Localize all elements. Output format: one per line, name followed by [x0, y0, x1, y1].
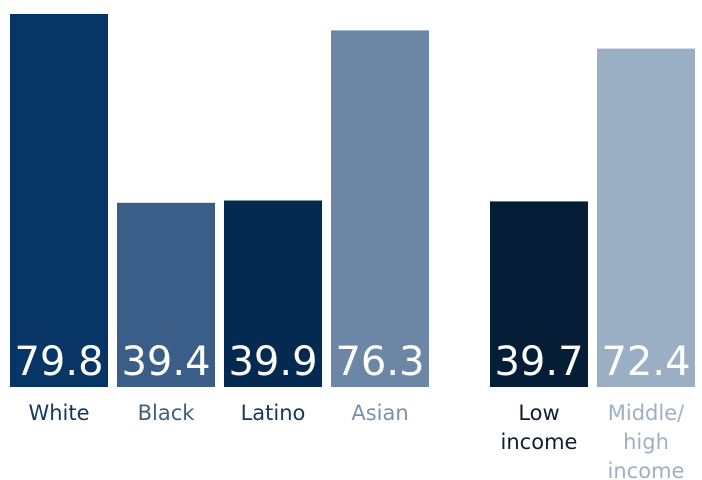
value-label-0: 79.8 [14, 339, 103, 385]
bar-3 [331, 30, 429, 388]
category-label-5: Middle/high income [608, 401, 686, 480]
category-label-4: Low income [501, 401, 578, 454]
bar-0 [10, 14, 108, 387]
category-label-line: income [608, 459, 685, 480]
value-label-1: 39.4 [121, 339, 210, 385]
category-label-line: Latino [241, 401, 306, 425]
category-label-1: Black [138, 401, 196, 425]
bar-5 [597, 48, 695, 387]
category-label-line: income [501, 430, 578, 454]
category-label-2: Latino [241, 401, 306, 425]
bar-1 [117, 202, 215, 387]
category-label-line: White [28, 401, 89, 425]
category-label-line: Low [518, 401, 559, 425]
category-label-line: Black [138, 401, 196, 425]
value-labels-group: 79.8 39.4 39.9 76.3 39.7 72.4 [14, 339, 690, 385]
bars-group [10, 14, 695, 388]
value-label-2: 39.9 [228, 339, 317, 385]
value-label-3: 76.3 [335, 339, 424, 385]
category-label-line: Middle/ [608, 401, 685, 425]
value-label-4: 39.7 [494, 339, 583, 385]
category-label-3: Asian [351, 401, 408, 425]
bar-4 [490, 201, 588, 387]
value-label-5: 72.4 [601, 339, 690, 385]
category-labels-group: White Black Latino Asian Low incomeMiddle/hig… [28, 401, 685, 480]
bar-2 [224, 200, 322, 387]
category-label-line: Asian [351, 401, 408, 425]
category-label-0: White [28, 401, 89, 425]
category-label-line: high [623, 430, 669, 454]
